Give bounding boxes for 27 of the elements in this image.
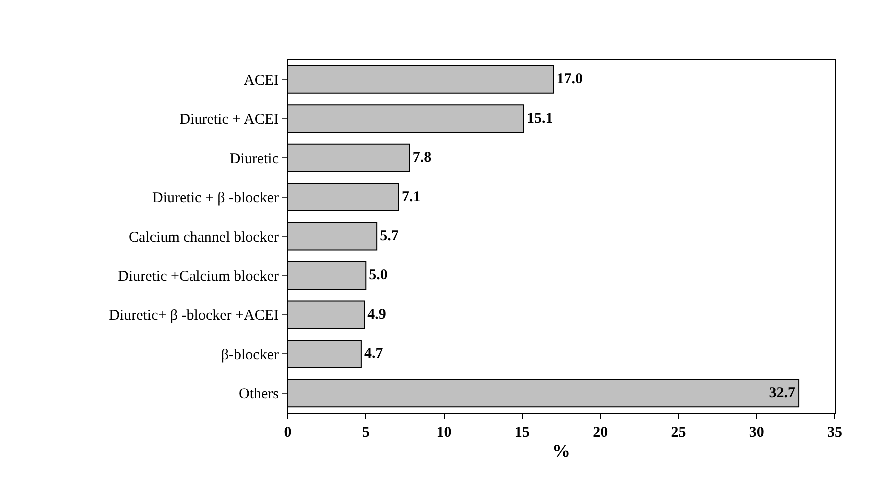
x-tick-label: 5 — [362, 425, 370, 441]
y-tick-label: Diuretic — [230, 151, 280, 168]
data-label: 17.0 — [556, 72, 583, 88]
y-tick-label: ACEI — [244, 72, 279, 89]
y-tick-label: Diuretic +Calcium blocker — [118, 268, 280, 285]
y-tick-label: Calcium channel blocker — [129, 230, 279, 246]
data-label: 4.9 — [368, 306, 386, 323]
x-tick-label: 10 — [436, 425, 452, 441]
data-label: 5.7 — [380, 228, 400, 244]
data-label: 15.1 — [526, 110, 554, 127]
data-label: 7.1 — [402, 189, 421, 206]
x-tick-label: 20 — [593, 425, 608, 441]
x-tick-label: 30 — [749, 425, 764, 441]
x-axis-title: % — [552, 441, 570, 462]
y-tick-label: Others — [239, 386, 280, 403]
data-label: 32.7 — [769, 385, 796, 402]
data-label: 7.8 — [412, 150, 432, 166]
y-tick-label: β-blocker — [221, 347, 279, 364]
data-label: 4.7 — [364, 346, 384, 362]
y-tick-label: Diuretic+ β -blocker +ACEI — [109, 308, 279, 324]
x-tick-label: 25 — [671, 425, 686, 441]
x-tick-label: 35 — [828, 425, 842, 441]
data-label: 5.0 — [369, 268, 388, 284]
x-tick-label: 0 — [284, 425, 292, 441]
x-tick-label: 15 — [514, 425, 530, 441]
y-tick-label: Diuretic + ACEI — [180, 112, 279, 128]
y-tick-label: Diuretic + β -blocker — [152, 190, 279, 207]
